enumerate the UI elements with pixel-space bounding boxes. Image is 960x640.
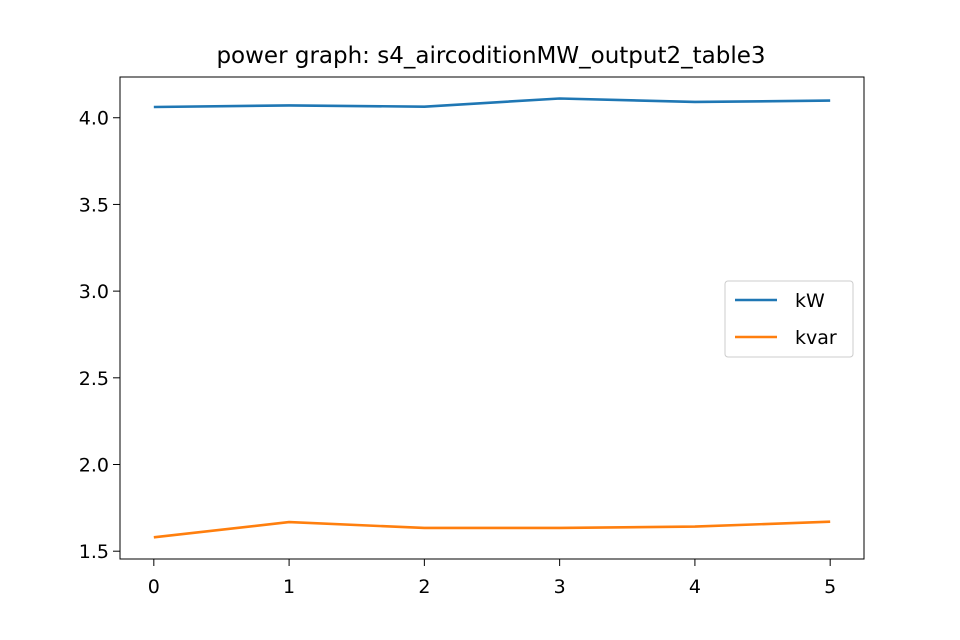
series-line-kvar xyxy=(153,520,831,539)
y-tick-label: 3.0 xyxy=(79,281,109,303)
plot-area-frame xyxy=(119,76,865,560)
y-tick-label: 3.5 xyxy=(79,194,109,216)
series-lines xyxy=(153,97,831,539)
series-line-kW xyxy=(153,97,831,109)
legend-label-kvar: kvar xyxy=(795,327,837,349)
y-tick-label: 1.5 xyxy=(79,541,109,563)
x-tick-label: 5 xyxy=(824,576,836,598)
x-axis: 0 1 2 3 4 5 xyxy=(148,559,836,598)
x-tick-label: 4 xyxy=(689,576,701,598)
legend: kW kvar xyxy=(724,280,854,358)
y-axis: 1.5 2.0 2.5 3.0 3.5 4.0 xyxy=(79,108,120,563)
legend-label-kW: kW xyxy=(795,290,825,312)
y-tick-label: 4.0 xyxy=(79,108,109,130)
x-tick-label: 0 xyxy=(148,576,160,598)
y-tick-label: 2.0 xyxy=(79,455,109,477)
y-tick-label: 2.5 xyxy=(79,368,109,390)
x-tick-label: 2 xyxy=(418,576,430,598)
x-tick-label: 3 xyxy=(554,576,566,598)
x-tick-label: 1 xyxy=(283,576,295,598)
chart-title: power graph: s4_aircoditionMW_output2_ta… xyxy=(216,43,765,69)
